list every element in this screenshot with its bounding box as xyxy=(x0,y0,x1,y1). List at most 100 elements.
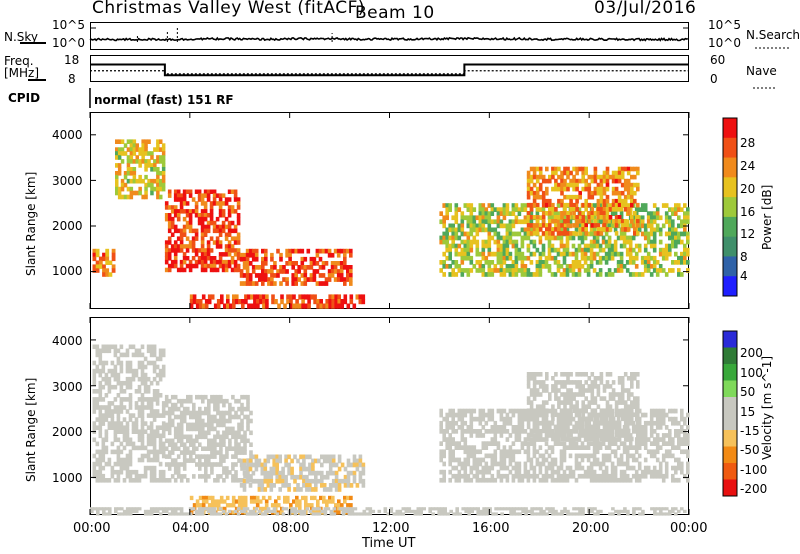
velocity-cell xyxy=(586,469,591,475)
power-cell xyxy=(176,216,181,222)
velocity-cell xyxy=(680,412,684,418)
velocity-cell xyxy=(532,436,537,442)
velocity-cell xyxy=(237,430,241,436)
velocity-cell xyxy=(571,473,576,479)
power-cell xyxy=(245,277,250,282)
velocity-cell xyxy=(665,507,669,511)
velocity-cell xyxy=(554,396,558,401)
velocity-cell xyxy=(532,376,537,381)
velocity-cell xyxy=(275,512,280,516)
power-cell xyxy=(502,272,507,277)
velocity-cell xyxy=(182,414,187,420)
power-cell xyxy=(194,201,199,206)
velocity-cell xyxy=(249,418,253,424)
velocity-cell xyxy=(257,458,262,464)
velocity-cell xyxy=(481,441,486,446)
power-cell xyxy=(451,227,455,233)
power-cell xyxy=(167,220,172,226)
velocity-cell xyxy=(95,352,100,358)
velocity-cell xyxy=(463,445,468,450)
power-cell xyxy=(496,223,501,229)
power-cell xyxy=(577,264,582,269)
velocity-cell xyxy=(158,368,163,374)
power-cell xyxy=(620,198,625,204)
power-cell xyxy=(457,235,462,241)
velocity-cell xyxy=(628,477,633,483)
power-cell xyxy=(569,207,573,212)
power-cell xyxy=(677,223,681,229)
power-cell xyxy=(233,263,238,269)
velocity-cell xyxy=(671,453,675,459)
velocity-cell xyxy=(640,429,645,434)
power-cell xyxy=(557,227,561,232)
velocity-cell xyxy=(179,426,184,432)
power-cell xyxy=(586,231,591,237)
velocity-cell xyxy=(295,495,299,501)
velocity-cell xyxy=(622,441,627,446)
power-cell xyxy=(574,264,579,269)
power-cell xyxy=(584,207,588,212)
velocity-cell xyxy=(569,392,573,397)
velocity-cell xyxy=(535,388,540,393)
power-cell xyxy=(117,194,122,200)
power-cell xyxy=(129,147,134,152)
velocity-cell xyxy=(611,380,616,385)
power-cell xyxy=(563,186,567,192)
power-cell xyxy=(581,178,585,184)
power-cell xyxy=(617,202,622,208)
velocity-cell xyxy=(583,453,588,459)
velocity-cell xyxy=(601,453,606,459)
velocity-cell xyxy=(251,454,256,460)
power-cell xyxy=(282,265,286,270)
velocity-cell xyxy=(152,368,157,374)
power-cell xyxy=(212,240,217,245)
power-cell xyxy=(526,170,531,176)
velocity-cell xyxy=(192,414,196,420)
power-cell xyxy=(167,224,172,230)
velocity-cell xyxy=(602,436,607,442)
velocity-cell xyxy=(550,477,555,483)
power-cell xyxy=(192,299,197,305)
velocity-cell xyxy=(287,487,291,492)
velocity-cell xyxy=(599,376,604,381)
power-cell xyxy=(529,166,534,172)
velocity-cell xyxy=(526,400,531,405)
power-cell xyxy=(683,247,687,253)
velocity-cell xyxy=(484,453,489,459)
velocity-cell xyxy=(322,487,327,492)
velocity-cell xyxy=(207,398,211,404)
power-cell xyxy=(541,211,546,216)
velocity-cell xyxy=(161,453,166,459)
velocity-cell xyxy=(254,462,259,468)
velocity-cell xyxy=(161,409,166,414)
power-cell xyxy=(511,268,516,273)
power-cell xyxy=(636,223,640,228)
velocity-cell xyxy=(568,416,573,422)
power-cell xyxy=(233,228,238,234)
velocity-cell xyxy=(320,509,325,513)
velocity-cell xyxy=(98,453,103,459)
power-cell xyxy=(550,247,555,253)
power-cell xyxy=(457,207,462,212)
power-cell xyxy=(195,299,200,305)
power-cell xyxy=(361,294,366,300)
velocity-cell xyxy=(581,432,585,438)
velocity-cell xyxy=(128,384,133,390)
power-cell xyxy=(496,255,501,261)
power-cell xyxy=(144,167,148,172)
power-cell xyxy=(295,299,299,305)
velocity-cell xyxy=(158,352,163,358)
velocity-cell xyxy=(283,499,287,504)
power-cell xyxy=(111,248,116,254)
power-cell xyxy=(605,182,610,188)
velocity-cell xyxy=(554,380,558,385)
velocity-cell xyxy=(346,478,351,484)
velocity-cell xyxy=(314,474,318,480)
power-cell xyxy=(227,259,232,265)
power-cell xyxy=(463,243,468,249)
velocity-cell xyxy=(529,465,534,471)
velocity-cell xyxy=(286,499,290,504)
power-cell xyxy=(538,174,543,180)
velocity-cell xyxy=(586,465,591,471)
power-cell xyxy=(625,239,630,245)
